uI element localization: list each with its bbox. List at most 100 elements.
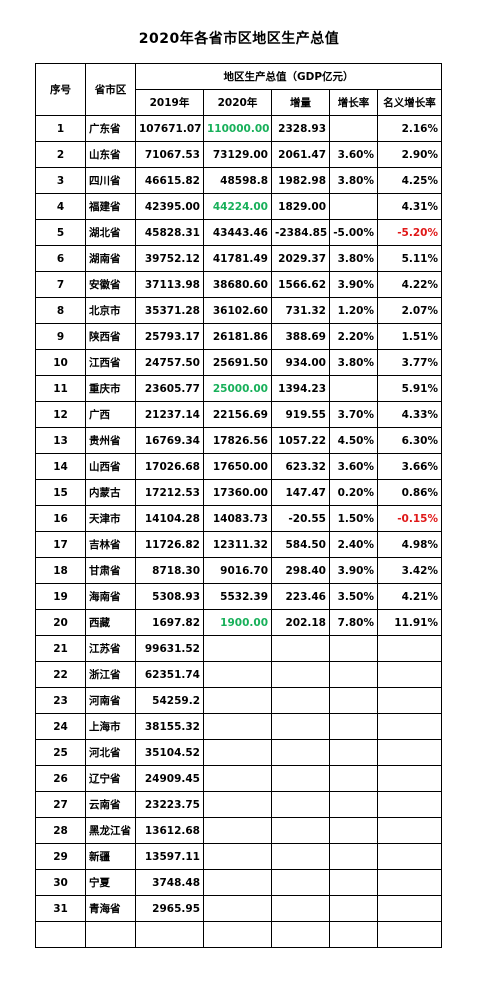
cell-province: 河北省 <box>85 739 136 766</box>
cell-province: 海南省 <box>85 583 136 610</box>
header-province: 省市区 <box>85 63 136 116</box>
cell-gdp-2019: 37113.98 <box>135 271 204 298</box>
cell-gdp-2020 <box>203 869 272 896</box>
table-row: 4 福建省 42395.00 44224.00 1829.00 4.31% <box>35 193 442 220</box>
table-row: 25 河北省 35104.52 <box>35 739 442 766</box>
cell-gdp-2019: 13612.68 <box>135 817 204 844</box>
cell-growth: 4.50% <box>329 427 378 454</box>
cell-province: 湖北省 <box>85 219 136 246</box>
table-row: 13 贵州省 16769.34 17826.56 1057.22 4.50% 6.30% <box>35 427 442 454</box>
cell-nominal-growth <box>377 739 442 766</box>
cell-nominal-growth <box>377 765 442 792</box>
cell-growth: 3.70% <box>329 401 378 428</box>
cell-index <box>35 921 86 948</box>
cell-nominal-growth: -0.15% <box>377 505 442 532</box>
cell-growth: 7.80% <box>329 609 378 636</box>
cell-gdp-2020 <box>203 817 272 844</box>
cell-province: 云南省 <box>85 791 136 818</box>
cell-increase <box>271 791 330 818</box>
table-row: 22 浙江省 62351.74 <box>35 661 442 688</box>
cell-gdp-2019: 54259.2 <box>135 687 204 714</box>
cell-province: 江苏省 <box>85 635 136 662</box>
cell-growth <box>329 765 378 792</box>
cell-gdp-2019: 38155.32 <box>135 713 204 740</box>
cell-gdp-2020: 22156.69 <box>203 401 272 428</box>
cell-province: 甘肃省 <box>85 557 136 584</box>
cell-province: 广东省 <box>85 115 136 142</box>
cell-gdp-2020 <box>203 791 272 818</box>
cell-province: 宁夏 <box>85 869 136 896</box>
cell-gdp-2019: 24757.50 <box>135 349 204 376</box>
cell-growth: 0.20% <box>329 479 378 506</box>
header-2020: 2020年 <box>203 89 272 116</box>
cell-index: 15 <box>35 479 86 506</box>
cell-nominal-growth: 2.90% <box>377 141 442 168</box>
cell-province: 山东省 <box>85 141 136 168</box>
cell-province <box>85 921 136 948</box>
header-growth: 增长率 <box>329 89 378 116</box>
cell-province: 湖南省 <box>85 245 136 272</box>
table-row: 9 陕西省 25793.17 26181.86 388.69 2.20% 1.51% <box>35 323 442 350</box>
cell-index: 5 <box>35 219 86 246</box>
table-row <box>35 921 442 948</box>
cell-increase: 2061.47 <box>271 141 330 168</box>
cell-growth <box>329 115 378 142</box>
cell-gdp-2019: 39752.12 <box>135 245 204 272</box>
cell-province: 青海省 <box>85 895 136 922</box>
cell-gdp-2020: 26181.86 <box>203 323 272 350</box>
cell-increase <box>271 635 330 662</box>
cell-nominal-growth: 4.31% <box>377 193 442 220</box>
cell-gdp-2020 <box>203 661 272 688</box>
cell-gdp-2019: 42395.00 <box>135 193 204 220</box>
cell-growth <box>329 375 378 402</box>
cell-nominal-growth <box>377 895 442 922</box>
cell-gdp-2020 <box>203 713 272 740</box>
cell-index: 19 <box>35 583 86 610</box>
table-row: 31 青海省 2965.95 <box>35 895 442 922</box>
cell-index: 3 <box>35 167 86 194</box>
cell-growth: 3.60% <box>329 141 378 168</box>
cell-increase: 1829.00 <box>271 193 330 220</box>
cell-growth: 2.20% <box>329 323 378 350</box>
cell-gdp-2019: 25793.17 <box>135 323 204 350</box>
cell-gdp-2019: 3748.48 <box>135 869 204 896</box>
cell-gdp-2019: 71067.53 <box>135 141 204 168</box>
cell-gdp-2020: 12311.32 <box>203 531 272 558</box>
cell-province: 辽宁省 <box>85 765 136 792</box>
cell-nominal-growth: 4.98% <box>377 531 442 558</box>
cell-gdp-2020 <box>203 687 272 714</box>
table-row: 2 山东省 71067.53 73129.00 2061.47 3.60% 2.90% <box>35 141 442 168</box>
cell-gdp-2020 <box>203 739 272 766</box>
cell-gdp-2019: 14104.28 <box>135 505 204 532</box>
cell-growth: 2.40% <box>329 531 378 558</box>
cell-gdp-2020: 9016.70 <box>203 557 272 584</box>
cell-increase: 388.69 <box>271 323 330 350</box>
page-title: 2020年各省市区地区生产总值 <box>138 31 340 47</box>
cell-nominal-growth <box>377 869 442 896</box>
cell-gdp-2019: 99631.52 <box>135 635 204 662</box>
cell-province: 内蒙古 <box>85 479 136 506</box>
cell-growth: -5.00% <box>329 219 378 246</box>
cell-gdp-2020: 25691.50 <box>203 349 272 376</box>
cell-gdp-2020: 38680.60 <box>203 271 272 298</box>
cell-nominal-growth <box>377 921 442 948</box>
table-row: 28 黑龙江省 13612.68 <box>35 817 442 844</box>
cell-increase: 623.32 <box>271 453 330 480</box>
cell-gdp-2020: 17650.00 <box>203 453 272 480</box>
cell-index: 28 <box>35 817 86 844</box>
cell-increase: 934.00 <box>271 349 330 376</box>
cell-nominal-growth <box>377 635 442 662</box>
cell-gdp-2019: 17026.68 <box>135 453 204 480</box>
cell-increase: 202.18 <box>271 609 330 636</box>
table-row: 20 西藏 1697.82 1900.00 202.18 7.80% 11.91% <box>35 609 442 636</box>
cell-gdp-2020 <box>203 765 272 792</box>
table-row: 5 湖北省 45828.31 43443.46 -2384.85 -5.00% -5.20% <box>35 219 442 246</box>
cell-increase <box>271 687 330 714</box>
cell-index: 12 <box>35 401 86 428</box>
cell-growth: 3.80% <box>329 349 378 376</box>
cell-index: 17 <box>35 531 86 558</box>
cell-gdp-2020: 73129.00 <box>203 141 272 168</box>
cell-index: 8 <box>35 297 86 324</box>
cell-increase: 2328.93 <box>271 115 330 142</box>
cell-gdp-2019: 13597.11 <box>135 843 204 870</box>
